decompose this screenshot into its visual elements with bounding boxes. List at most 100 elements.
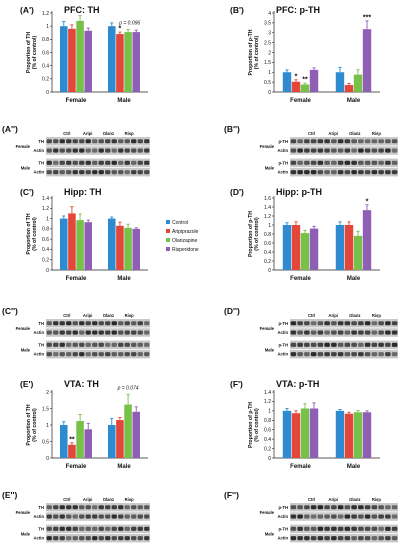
blot-band bbox=[290, 505, 297, 510]
western-blot-3: (C'') Ctrl Aripi Olanz RispTHActinFemaleTHAc… bbox=[2, 306, 150, 359]
blot-band bbox=[85, 514, 91, 519]
blot-band bbox=[331, 139, 337, 144]
bar-risperidone bbox=[132, 32, 141, 92]
blot-band bbox=[59, 170, 65, 175]
blot-band bbox=[290, 526, 297, 531]
lane-label: Risp bbox=[372, 313, 382, 318]
blot-band bbox=[131, 526, 137, 531]
blot-band bbox=[66, 160, 72, 165]
blot-band bbox=[79, 352, 85, 357]
blot-band bbox=[118, 514, 124, 519]
bar-olanzapine bbox=[353, 235, 363, 270]
blot-band bbox=[111, 330, 117, 335]
blot-band bbox=[53, 148, 59, 153]
blot-panel-label: (B'') bbox=[224, 124, 240, 134]
blot-band bbox=[111, 160, 117, 165]
blot-band bbox=[118, 526, 124, 531]
blot-band bbox=[53, 170, 59, 175]
blot-band bbox=[46, 139, 52, 144]
blot-band bbox=[124, 139, 130, 144]
x-tick-label: Female bbox=[290, 276, 311, 282]
blot-row-label: p-TH bbox=[278, 321, 288, 326]
blot-band bbox=[144, 352, 150, 357]
bar-olanzapine bbox=[124, 227, 132, 270]
significance-marker: ** bbox=[302, 77, 308, 84]
blot-strip bbox=[46, 328, 150, 337]
blot-band bbox=[337, 148, 344, 153]
blot-band bbox=[371, 321, 378, 326]
chart-title: Hipp: TH bbox=[64, 187, 102, 197]
bar-control bbox=[282, 72, 292, 92]
blot-row-label: p-TH bbox=[278, 160, 288, 165]
blot-band bbox=[351, 321, 357, 326]
blot-band bbox=[85, 170, 91, 175]
bar-control bbox=[335, 410, 345, 458]
blot-band bbox=[124, 160, 130, 165]
bar-aripiprazole bbox=[68, 28, 76, 92]
y-tick-label: 1 bbox=[268, 223, 271, 229]
blot-band bbox=[53, 321, 59, 326]
y-tick-label: 0.5 bbox=[42, 439, 49, 445]
lane-label: Risp bbox=[372, 131, 382, 136]
blot-panel-label: (C'') bbox=[2, 306, 18, 316]
y-tick-label: 0 bbox=[46, 456, 49, 462]
blot-row-label: Actin bbox=[278, 330, 289, 335]
legend-swatch bbox=[166, 229, 170, 233]
blot-band bbox=[378, 342, 384, 347]
blot-band bbox=[391, 148, 398, 153]
legend-swatch bbox=[166, 247, 170, 251]
blot-band bbox=[317, 170, 324, 175]
blot-band bbox=[331, 160, 337, 165]
blot-band bbox=[290, 139, 297, 144]
chart-2: (B') PFC: p-TH 0 0.5 1 1.5 2 2.5 3 3.5 4 Proportion… bbox=[230, 5, 380, 104]
y-tick-label: 0.8 bbox=[264, 418, 271, 424]
blot-band bbox=[337, 514, 344, 519]
blot-band bbox=[351, 505, 357, 510]
blot-band bbox=[72, 321, 78, 326]
blot-band bbox=[371, 342, 378, 347]
y-axis-label: Proportion of TH(% of control) bbox=[26, 213, 38, 254]
blot-band bbox=[53, 505, 59, 510]
blot-band bbox=[351, 536, 357, 541]
blot-band bbox=[79, 160, 85, 165]
blot-band bbox=[371, 505, 378, 510]
blot-band bbox=[46, 342, 52, 347]
blot-band bbox=[331, 536, 337, 541]
bar-olanzapine bbox=[76, 220, 84, 270]
blot-band bbox=[53, 330, 59, 335]
blot-band bbox=[53, 352, 59, 357]
legend-label: Control bbox=[172, 220, 188, 226]
blot-band bbox=[297, 352, 303, 357]
blot-band bbox=[317, 536, 324, 541]
x-tick-label: Female bbox=[290, 464, 311, 470]
blot-band bbox=[59, 526, 65, 531]
lane-label: Ctrl bbox=[308, 313, 315, 318]
legend-swatch bbox=[166, 238, 170, 242]
blot-band bbox=[310, 139, 317, 144]
y-axis-label: Proportion of p-TH(% of control) bbox=[248, 29, 260, 75]
blot-band bbox=[92, 514, 98, 519]
blot-band bbox=[337, 330, 344, 335]
blot-band bbox=[79, 536, 85, 541]
blot-band bbox=[111, 139, 117, 144]
lane-label: Olanz bbox=[349, 131, 360, 136]
y-tick-label: 1 bbox=[46, 423, 49, 429]
blot-band bbox=[371, 536, 378, 541]
blot-band bbox=[364, 170, 371, 175]
blot-band bbox=[337, 536, 344, 541]
blot-band bbox=[290, 342, 297, 347]
blot-band bbox=[137, 330, 143, 335]
blot-strip bbox=[46, 349, 150, 359]
chart-1: (A') PFC: TH 0 0.2 0.4 0.6 0.8 1 1.2 Proportion o… bbox=[20, 5, 148, 104]
bar-control bbox=[282, 410, 292, 458]
blot-band bbox=[85, 321, 91, 326]
blot-band bbox=[385, 160, 391, 165]
blot-band bbox=[124, 526, 130, 531]
y-tick-label: 1.4 bbox=[264, 205, 271, 211]
blot-band bbox=[79, 342, 85, 347]
y-tick-label: 0.4 bbox=[264, 250, 271, 256]
blot-row-label: p-TH bbox=[278, 526, 288, 531]
blot-band bbox=[66, 330, 72, 335]
blot-band bbox=[92, 526, 98, 531]
bar-aripiprazole bbox=[68, 444, 76, 458]
